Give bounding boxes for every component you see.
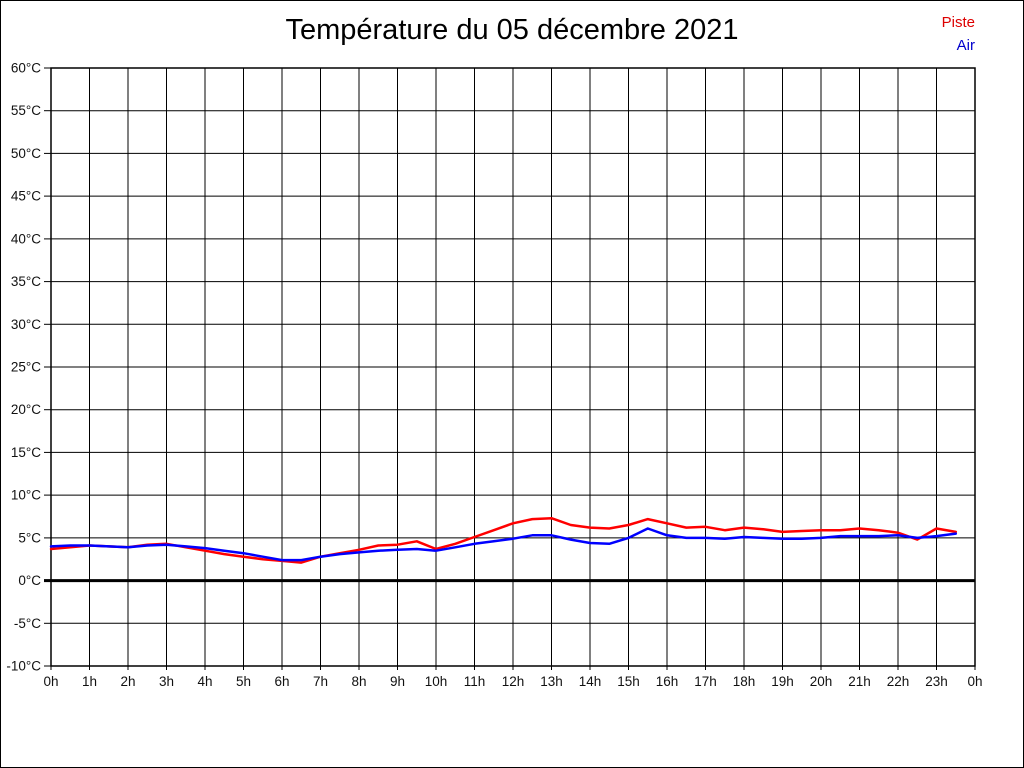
- y-tick-label: -5°C: [14, 616, 41, 631]
- legend: Piste Air: [942, 11, 975, 57]
- x-tick-label: 4h: [197, 674, 212, 689]
- x-tick-label: 15h: [617, 674, 640, 689]
- x-tick-label: 16h: [656, 674, 679, 689]
- y-tick-label: 50°C: [11, 146, 41, 161]
- y-tick-label: 45°C: [11, 189, 41, 204]
- y-tick-label: -10°C: [6, 659, 41, 674]
- x-tick-label: 1h: [82, 674, 97, 689]
- x-tick-label: 8h: [351, 674, 366, 689]
- chart-title: Température du 05 décembre 2021: [285, 14, 739, 46]
- x-tick-label: 10h: [425, 674, 448, 689]
- x-tick-label: 6h: [274, 674, 289, 689]
- y-tick-label: 15°C: [11, 445, 41, 460]
- x-tick-label: 20h: [810, 674, 833, 689]
- series-air: [49, 527, 958, 562]
- y-tick-label: 55°C: [11, 103, 41, 118]
- y-tick-label: 25°C: [11, 360, 41, 375]
- x-tick-label: 2h: [120, 674, 135, 689]
- x-tick-label: 18h: [733, 674, 756, 689]
- x-tick-label: 9h: [390, 674, 405, 689]
- x-tick-label: 11h: [464, 674, 486, 689]
- x-tick-label: 3h: [159, 674, 174, 689]
- x-tick-label: 19h: [771, 674, 794, 689]
- x-tick-label: 5h: [236, 674, 251, 689]
- x-tick-label: 14h: [579, 674, 602, 689]
- x-tick-label: 7h: [313, 674, 328, 689]
- x-tick-label: 0h: [967, 674, 982, 689]
- x-tick-label: 17h: [694, 674, 717, 689]
- y-tick-label: 10°C: [11, 488, 41, 503]
- x-tick-label: 22h: [887, 674, 910, 689]
- y-tick-label: 20°C: [11, 402, 41, 417]
- x-tick-label: 0h: [43, 674, 58, 689]
- y-tick-label: 30°C: [11, 317, 41, 332]
- x-tick-label: 21h: [848, 674, 871, 689]
- plot-border: [50, 67, 976, 667]
- y-tick-label: 60°C: [11, 61, 41, 76]
- x-tick-label: 13h: [540, 674, 563, 689]
- y-tick-label: 35°C: [11, 274, 41, 289]
- x-tick-label: 12h: [502, 674, 525, 689]
- y-tick-label: 5°C: [18, 530, 41, 545]
- y-tick-label: 0°C: [18, 573, 41, 588]
- legend-item-piste: Piste: [941, 14, 975, 31]
- series-piste: [49, 516, 958, 564]
- legend-item-air: Air: [956, 37, 975, 54]
- y-tick-label: 40°C: [11, 231, 41, 246]
- x-tick-label: 23h: [925, 674, 948, 689]
